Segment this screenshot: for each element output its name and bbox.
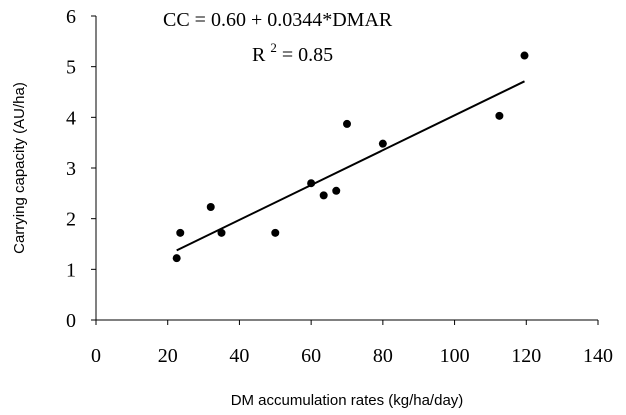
regression-equation: CC = 0.60 + 0.0344*DMAR [163,9,393,31]
data-point [271,228,280,237]
r-squared-exponent: 2 [270,40,277,55]
y-tick-label: 0 [66,310,76,332]
x-tick-label: 60 [301,345,321,367]
data-point [378,139,387,148]
x-tick-label: 120 [511,345,541,367]
data-point [332,186,341,195]
trendline [176,80,525,252]
x-tick-label: 80 [373,345,393,367]
r-squared-value: = 0.85 [282,44,333,66]
data-point [206,203,215,212]
x-axis-label: DM accumulation rates (kg/ha/day) [231,392,464,409]
data-points [172,51,529,263]
data-point [217,228,226,237]
y-tick-label: 6 [66,6,76,28]
data-point [343,119,351,128]
data-point [307,179,316,188]
r-squared-annotation: R 2 = 0.85 [252,35,333,66]
x-tick-label: 20 [158,345,178,367]
x-tick-label: 140 [583,345,613,367]
x-tick-label: 40 [229,345,249,367]
data-point [172,254,181,263]
x-tick-label: 0 [91,345,101,367]
data-point [520,51,529,60]
x-tick-label: 100 [440,345,470,367]
y-tick-label: 4 [66,107,76,129]
data-point [495,111,504,120]
r-squared-symbol: R [252,44,266,66]
y-tick-label: 2 [66,209,76,231]
y-tick-label: 5 [66,57,76,79]
data-point [176,228,185,237]
data-point [319,191,328,200]
x-ticks: 0 20 40 60 80 100 120 140 [91,320,613,367]
y-tick-label: 1 [66,259,76,281]
y-tick-label: 3 [66,158,76,180]
y-axis-label: Carrying capacity (AU/ha) [11,82,28,254]
y-ticks: 0 1 2 3 4 5 6 [66,6,96,332]
